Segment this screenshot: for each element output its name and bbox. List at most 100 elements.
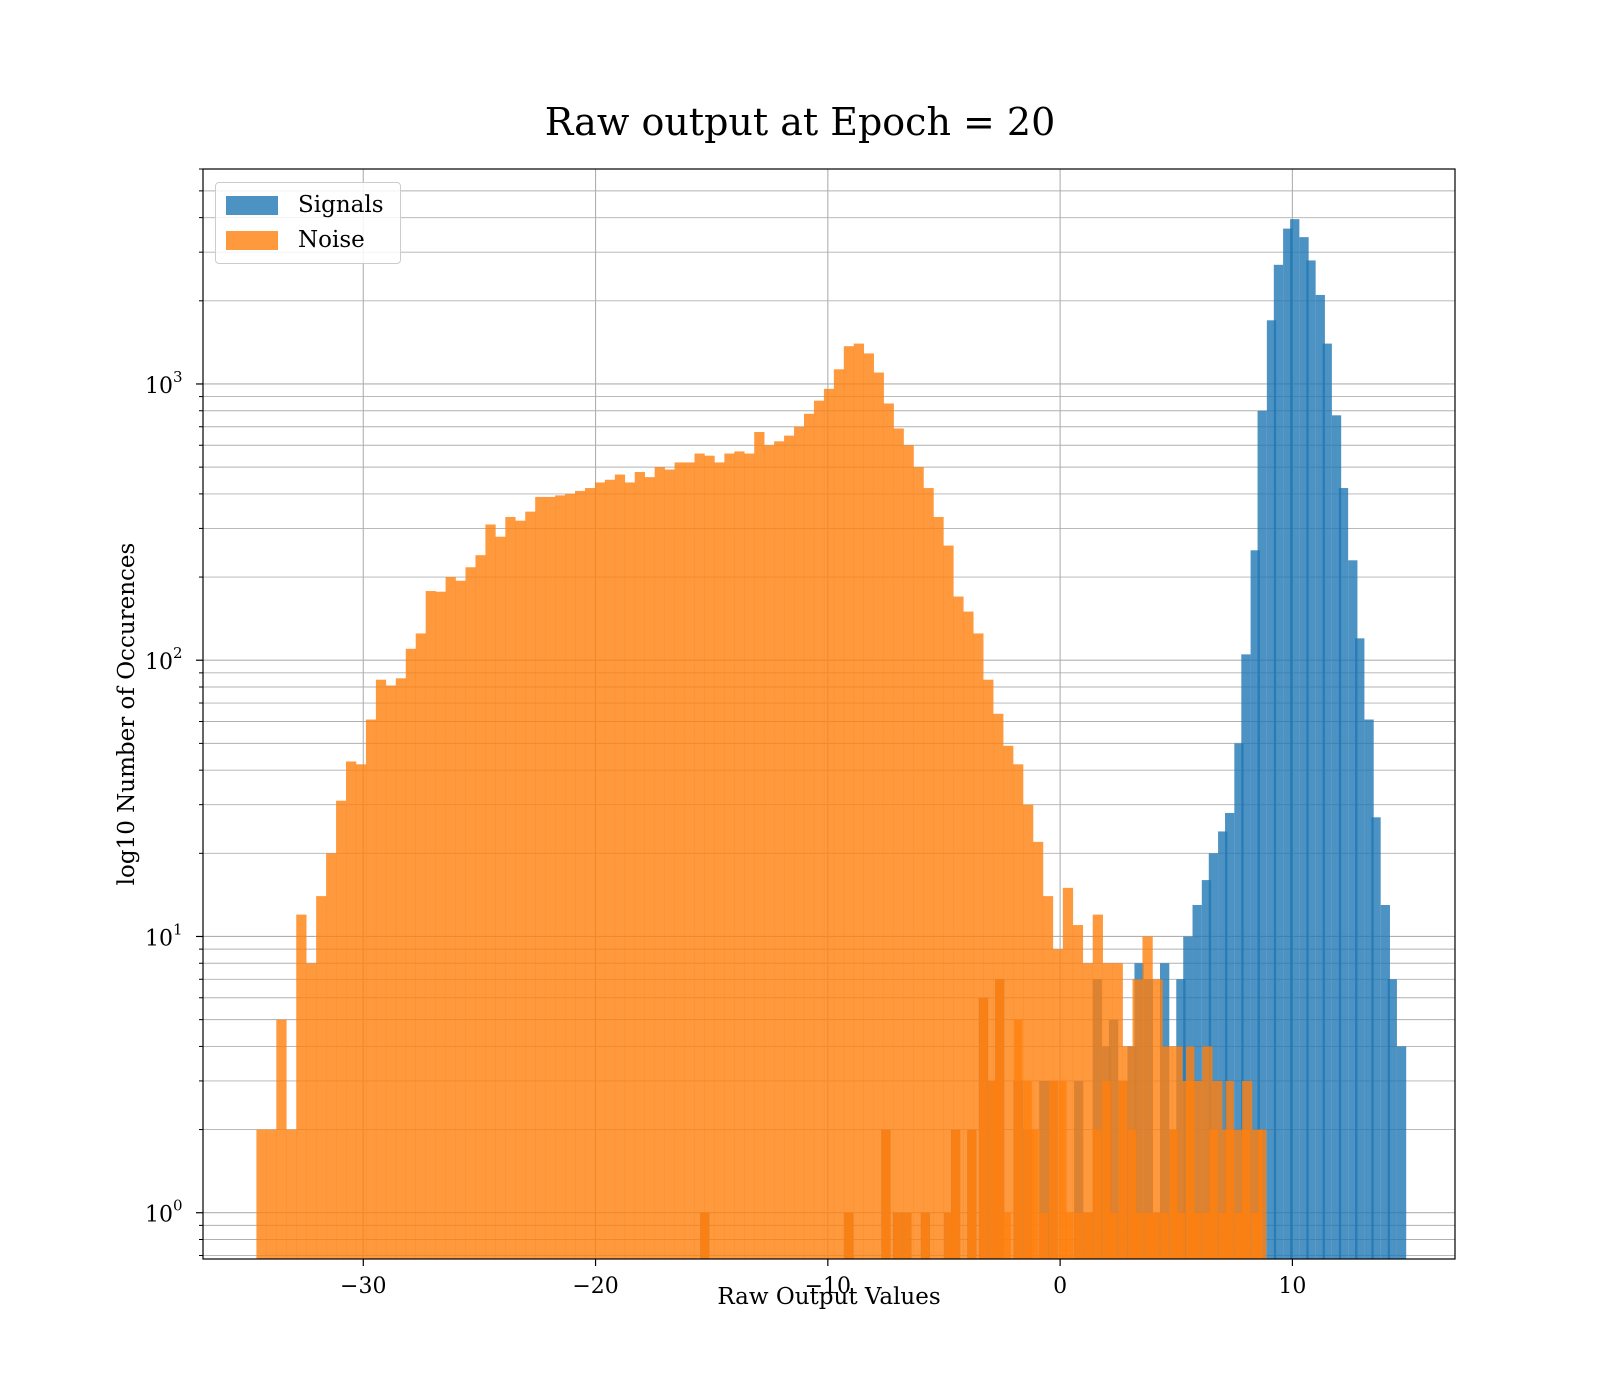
bar-noise [266,1129,277,1259]
bar-noise [893,428,904,1260]
y-axis-label: log10 Number of Occurences [114,542,140,886]
bar-noise [995,979,1004,1259]
bar-signals [1387,979,1397,1259]
bar-noise [1042,896,1054,1259]
bar-noise [1092,914,1103,1259]
bar-noise [754,432,765,1260]
bar-noise [336,800,347,1259]
bar-noise [614,474,626,1259]
bar-noise [883,403,894,1259]
legend: Signals Noise [215,182,401,264]
chart-title: Raw output at Epoch = 20 [544,100,1056,144]
bar-noise [714,462,725,1260]
bar-noise [545,496,556,1259]
bar-noise [475,555,486,1259]
bar-noise [1003,745,1014,1259]
bar-signals [1266,320,1277,1259]
bar-noise [1134,1212,1144,1259]
bar-noise [944,1212,953,1259]
bar-noise [306,963,317,1259]
bar-signals [1331,415,1342,1259]
bar-noise [455,580,466,1259]
bar-noise [505,516,516,1259]
bar-noise [903,445,914,1259]
bar-noise [967,1129,977,1259]
bar-noise [843,346,855,1259]
bar-signals [1315,294,1325,1259]
bar-noise [316,896,327,1259]
legend-swatch-signals [226,195,278,215]
bar-noise [535,496,546,1259]
bar-signals [1348,560,1358,1259]
bar-noise [913,467,924,1259]
bar-noise [515,520,526,1259]
bar-noise [953,596,964,1259]
bar-noise [921,1212,930,1259]
bar-noise [1082,963,1093,1259]
ticks-layer: −30 −20 −10 0 10 100 101 102 103 [145,168,1306,1299]
bar-noise [1074,1212,1083,1259]
bar-noise [365,719,377,1259]
bar-noise [1065,1212,1074,1259]
x-axis-label: Raw Output Values [717,1284,941,1310]
bar-noise [881,1129,891,1259]
bar-noise [923,488,934,1259]
bar-noise [1132,979,1143,1259]
bar-noise [1234,1212,1244,1259]
bar-noise [1192,1080,1203,1259]
bar-noise [1162,1046,1173,1259]
bar-noise [435,591,446,1259]
bar-noise [1013,764,1024,1259]
bar-noise [1186,1046,1195,1259]
bar-noise [674,462,685,1260]
bar-noise [1002,1212,1011,1259]
bar-noise [286,1129,297,1259]
bar-noise [803,413,815,1259]
bar-noise [1258,1129,1267,1259]
bar-noise [704,455,715,1260]
x-tick-label: −20 [572,1274,618,1299]
bar-noise [1083,1212,1093,1259]
bar-noise [1202,1212,1211,1259]
bar-noise [1032,841,1044,1259]
bar-noise [1093,1129,1102,1259]
bar-noise [694,453,705,1259]
bar-noise [1176,1212,1186,1259]
bar-noise [276,1019,287,1259]
bar-signals [1234,743,1244,1259]
plot-frame [202,168,1456,1260]
bar-noise [853,343,865,1260]
bar-noise [1151,1212,1160,1259]
bar-noise [684,462,695,1260]
bar-noise [1102,1080,1111,1259]
bar-noise [1030,1129,1039,1259]
bar-noise [355,764,367,1259]
bar-noise [1152,979,1163,1259]
bar-noise [1023,804,1034,1259]
bar-noise [584,488,596,1259]
bar-noise [405,648,417,1259]
bar-noise [525,511,536,1260]
y-tick-label: 101 [145,920,183,951]
bar-noise [1144,1212,1153,1259]
bar-noise [1202,1046,1213,1259]
noise-bars [256,343,1267,1260]
bar-signals [1355,638,1365,1259]
bar-noise [346,761,357,1259]
x-tick-label: −10 [805,1274,851,1299]
bar-noise [833,369,845,1260]
bar-noise [1039,1212,1049,1259]
bar-signals [1283,228,1293,1259]
x-tick-label: 0 [1053,1274,1067,1299]
bar-noise [594,482,606,1259]
bar-noise [385,685,397,1259]
bar-signals [1257,410,1267,1260]
axes-layer [202,168,1456,1260]
bar-noise [844,1212,853,1259]
bar-noise [893,1212,902,1259]
bar-noise [604,479,616,1259]
bar-noise [1251,1129,1263,1259]
bar-signals [1371,817,1381,1259]
bar-noise [634,472,645,1260]
